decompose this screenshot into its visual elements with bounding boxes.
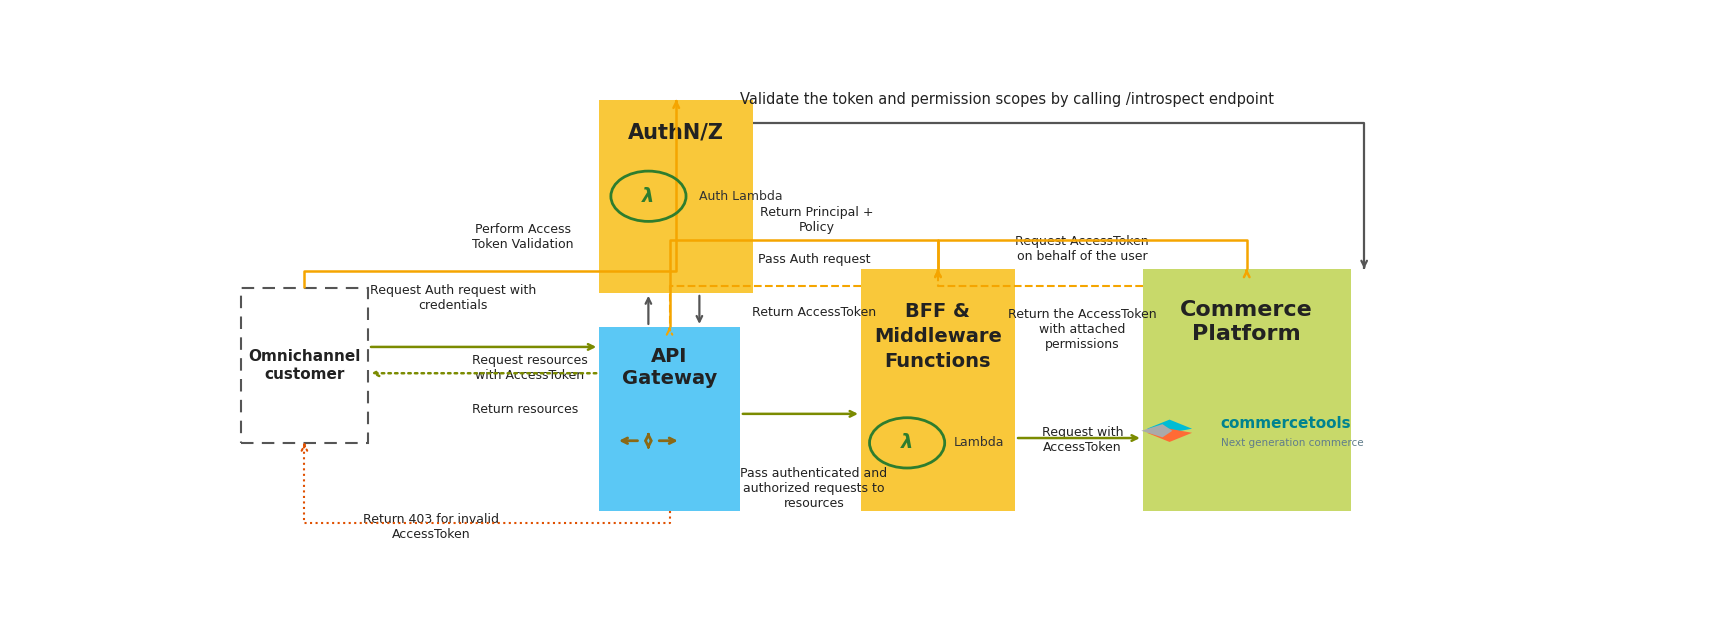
Text: Omnichannel
customer: Omnichannel customer [248,349,360,382]
Polygon shape [1147,429,1192,442]
Text: Pass authenticated and
authorized requests to
resources: Pass authenticated and authorized reques… [740,467,887,511]
FancyBboxPatch shape [599,327,740,511]
FancyBboxPatch shape [861,269,1015,511]
Text: Request with
AccessToken: Request with AccessToken [1041,426,1122,455]
FancyBboxPatch shape [599,99,753,293]
Text: λ: λ [643,187,655,206]
Text: Pass Auth request: Pass Auth request [757,252,869,266]
Text: Request AccessToken
on behalf of the user: Request AccessToken on behalf of the use… [1015,236,1148,263]
Text: Return resources: Return resources [471,403,578,416]
Text: Return 403 for invalid
AccessToken: Return 403 for invalid AccessToken [364,514,499,541]
Text: Validate the token and permission scopes by calling /introspect endpoint: Validate the token and permission scopes… [740,92,1275,107]
FancyBboxPatch shape [1143,269,1351,511]
Text: Return AccessToken: Return AccessToken [752,306,876,319]
Text: Lambda: Lambda [953,436,1005,450]
Text: BFF &
Middleware
Functions: BFF & Middleware Functions [875,302,1001,371]
Polygon shape [1141,424,1173,437]
Text: Perform Access
Token Validation: Perform Access Token Validation [471,224,573,251]
Text: commercetools: commercetools [1221,416,1351,431]
Text: Next generation commerce: Next generation commerce [1221,438,1363,448]
Text: Return Principal +
Policy: Return Principal + Policy [760,207,873,234]
Text: API
Gateway: API Gateway [622,347,717,387]
Text: Auth Lambda: Auth Lambda [700,190,783,203]
Polygon shape [1147,420,1192,433]
Text: Return the AccessToken
with attached
permissions: Return the AccessToken with attached per… [1008,308,1157,350]
Text: Commerce
Platform: Commerce Platform [1179,300,1313,344]
Text: AuthN/Z: AuthN/Z [629,122,724,143]
Text: Request resources
with AccessToken: Request resources with AccessToken [471,354,587,382]
Text: Request Auth request with
credentials: Request Auth request with credentials [369,284,535,311]
Text: λ: λ [901,433,913,452]
